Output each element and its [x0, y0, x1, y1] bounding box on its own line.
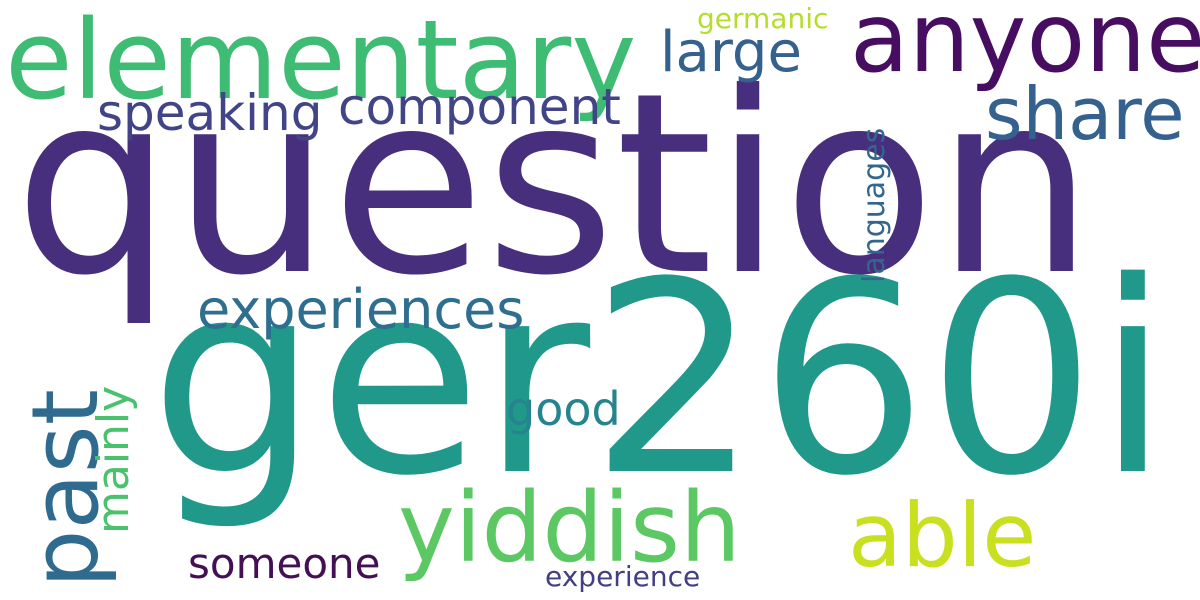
word-component: component: [338, 78, 621, 136]
word-share: share: [985, 72, 1185, 156]
word-good: good: [506, 382, 621, 436]
word-someone: someone: [188, 539, 381, 588]
word-yiddish: yiddish: [398, 472, 741, 584]
word-languages: languages: [857, 127, 892, 283]
word-mainly: mainly: [88, 385, 139, 534]
word-large: large: [660, 20, 802, 85]
word-able: able: [848, 484, 1037, 587]
word-ger260i: ger260i: [150, 226, 1170, 534]
word-experience: experience: [545, 560, 701, 593]
word-experiences: experiences: [197, 278, 525, 341]
word-question: question: [14, 39, 1095, 330]
word-anyone: anyone: [850, 0, 1200, 94]
word-elementary: elementary: [5, 0, 637, 124]
word-germanic: germanic: [697, 2, 829, 35]
word-speaking: speaking: [97, 84, 323, 142]
